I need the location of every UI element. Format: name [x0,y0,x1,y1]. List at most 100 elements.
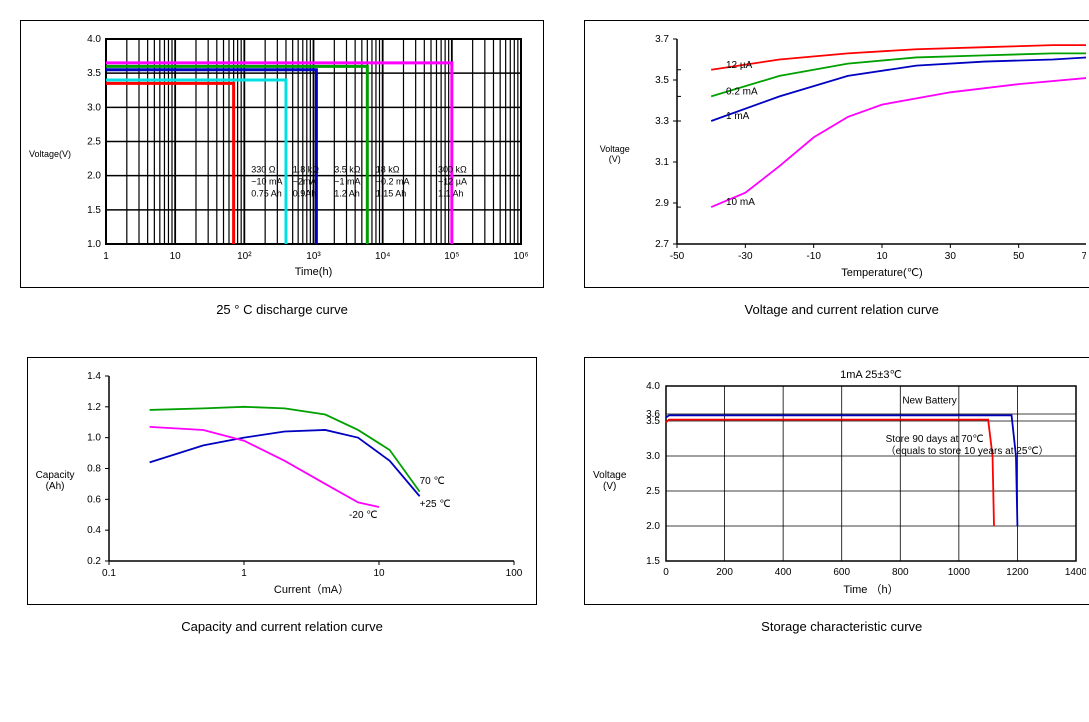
svg-text:18 kΩ: 18 kΩ [376,164,400,174]
chart2-ylabel: Voltage (V) [593,144,637,164]
svg-text:-50: -50 [669,251,684,262]
chart4-svg: 1.52.02.53.03.53.64.00200400600800100012… [626,366,1086,596]
svg-text:~2mA: ~2mA [293,176,317,186]
svg-text:~1 mA: ~1 mA [334,176,360,186]
chart1-caption: 25 ° C discharge curve [216,302,348,317]
svg-text:1.5: 1.5 [87,205,101,216]
svg-text:1.0: 1.0 [87,239,101,250]
svg-text:1.8 kΩ: 1.8 kΩ [293,164,320,174]
svg-text:（equals to store 10 years at 2: （equals to store 10 years at 25℃） [886,445,1049,457]
svg-text:~10 mA: ~10 mA [251,176,282,186]
svg-text:2.5: 2.5 [647,486,661,497]
chart4-caption: Storage characteristic curve [761,619,922,634]
svg-text:3.5 kΩ: 3.5 kΩ [334,164,361,174]
discharge-curve-panel: Voltage(V) 1.0 1.5 2.0 2.5 3.0 3.5 4.0 1 10 10² 10… [20,20,544,317]
svg-text:-30: -30 [738,251,753,262]
svg-text:0.1: 0.1 [103,568,117,579]
svg-text:1.4: 1.4 [88,371,102,382]
svg-text:+25 ℃: +25 ℃ [420,499,451,510]
svg-text:1.5: 1.5 [647,556,661,567]
svg-text:0.75 Ah: 0.75 Ah [251,188,282,198]
svg-text:1: 1 [242,568,248,579]
svg-text:10: 10 [374,568,386,579]
svg-text:300 kΩ: 300 kΩ [438,164,467,174]
chart4-frame: Voltage (V) 1.52.02.53.03.53.64.00200400… [584,357,1089,605]
svg-text:2.9: 2.9 [655,198,669,209]
svg-text:4.0: 4.0 [87,34,101,45]
capacity-current-panel: Capacity (Ah) 0.2 0.4 0.6 0.8 1.0 1.2 1.4 0.1 1 1… [20,357,544,634]
chart2-frame: Voltage (V) 2.7 2.9 3.1 3.3 3.5 3.7 -50 -30 -10 1… [584,20,1089,288]
svg-text:3.3: 3.3 [655,116,669,127]
svg-text:0.9Ah: 0.9Ah [293,188,317,198]
svg-text:Time （h）: Time （h） [844,583,899,596]
svg-text:Current（mA）: Current（mA） [274,583,349,596]
chart1-ylabel: Voltage(V) [29,149,71,159]
svg-text:3.1: 3.1 [655,157,669,168]
svg-text:3.0: 3.0 [87,102,101,113]
svg-text:10⁴: 10⁴ [375,251,390,262]
svg-text:2.5: 2.5 [87,137,101,148]
svg-text:Store 90 days at 70℃: Store 90 days at 70℃ [886,434,984,445]
svg-text:0.8: 0.8 [88,464,102,475]
svg-text:1.0: 1.0 [88,433,102,444]
svg-text:70: 70 [1081,251,1086,262]
svg-text:10⁵: 10⁵ [444,251,459,262]
svg-text:Time(h): Time(h) [295,266,332,278]
storage-characteristic-panel: Voltage (V) 1.52.02.53.03.53.64.00200400… [584,357,1089,634]
svg-text:70 ℃: 70 ℃ [420,476,445,487]
svg-text:400: 400 [775,567,792,578]
svg-text:3.7: 3.7 [655,34,669,45]
svg-text:0.2 mA: 0.2 mA [726,86,758,97]
svg-text:800: 800 [892,567,909,578]
chart1-frame: Voltage(V) 1.0 1.5 2.0 2.5 3.0 3.5 4.0 1 10 10² 10… [20,20,544,288]
svg-text:-20 ℃: -20 ℃ [350,510,378,521]
svg-text:New Battery: New Battery [903,396,957,407]
svg-text:10⁶: 10⁶ [513,251,528,262]
svg-text:1000: 1000 [948,567,971,578]
svg-text:200: 200 [717,567,734,578]
svg-text:1.1 Ah: 1.1 Ah [438,188,464,198]
voltage-current-panel: Voltage (V) 2.7 2.9 3.1 3.3 3.5 3.7 -50 -30 -10 1… [584,20,1089,317]
svg-text:2.0: 2.0 [647,521,661,532]
svg-text:1.2: 1.2 [88,402,102,413]
svg-text:0.6: 0.6 [88,494,102,505]
svg-text:10 mA: 10 mA [726,197,755,208]
chart3-frame: Capacity (Ah) 0.2 0.4 0.6 0.8 1.0 1.2 1.4 0.1 1 1… [27,357,538,605]
chart2-svg: 2.72.93.13.33.53.7-50-30-1010305070Tempe… [637,29,1087,279]
svg-text:3.5: 3.5 [87,68,101,79]
svg-text:1200: 1200 [1007,567,1030,578]
svg-text:~0.2 mA: ~0.2 mA [376,176,410,186]
svg-text:1 mA: 1 mA [726,111,750,122]
svg-text:12 µA: 12 µA [726,60,753,71]
svg-text:0.4: 0.4 [88,525,102,536]
svg-text:100: 100 [506,568,523,579]
svg-text:~12 µA: ~12 µA [438,176,467,186]
svg-text:1: 1 [103,251,109,262]
chart4-ylabel: Voltage (V) [593,470,626,492]
svg-text:10²: 10² [237,251,252,262]
svg-text:3.6: 3.6 [647,409,661,420]
svg-text:Temperature(℃): Temperature(℃) [841,267,922,279]
svg-text:3.5: 3.5 [655,75,669,86]
svg-text:10³: 10³ [306,251,321,262]
svg-text:600: 600 [834,567,851,578]
svg-text:-10: -10 [806,251,821,262]
chart1-svg: 1.0 1.5 2.0 2.5 3.0 3.5 4.0 1 10 10² 10³ 10⁴ 10⁵ 10⁶ T… [71,29,531,279]
svg-text:330 Ω: 330 Ω [251,164,276,174]
svg-text:2.7: 2.7 [655,239,669,250]
svg-text:1mA 25±3℃: 1mA 25±3℃ [841,369,903,381]
svg-text:0.2: 0.2 [88,556,102,567]
svg-text:1.15 Ah: 1.15 Ah [376,188,407,198]
chart-grid: Voltage(V) 1.01.52.02.53.03.54.011010²10… [20,20,1069,634]
chart3-caption: Capacity and current relation curve [181,619,383,634]
svg-text:0: 0 [664,567,670,578]
svg-text:30: 30 [944,251,956,262]
svg-text:10: 10 [170,251,182,262]
svg-text:1.2 Ah: 1.2 Ah [334,188,360,198]
svg-text:50: 50 [1013,251,1025,262]
chart3-svg: 0.2 0.4 0.6 0.8 1.0 1.2 1.4 0.1 1 10 100 Current（mA… [74,366,524,596]
svg-text:4.0: 4.0 [647,381,661,392]
svg-text:1400: 1400 [1065,567,1086,578]
chart3-ylabel: Capacity (Ah) [36,470,75,492]
svg-text:2.0: 2.0 [87,171,101,182]
